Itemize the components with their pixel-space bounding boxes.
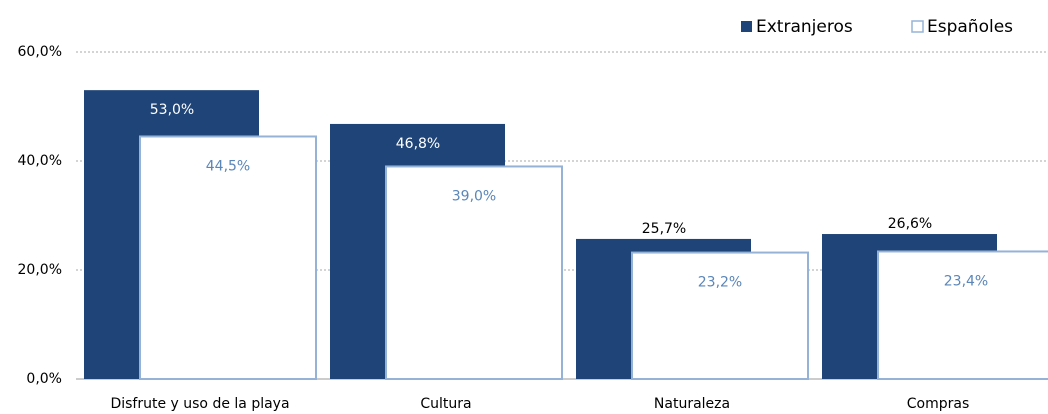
data-label: 39,0% — [452, 188, 496, 204]
x-tick-label: Naturaleza — [654, 396, 730, 412]
data-label: 23,2% — [698, 275, 742, 291]
bar — [631, 251, 809, 380]
y-tick-label: 0,0% — [26, 371, 62, 387]
legend-swatch — [741, 21, 752, 32]
data-label: 25,7% — [642, 221, 686, 237]
x-tick-label: Cultura — [420, 396, 471, 412]
data-label: 44,5% — [206, 158, 250, 174]
bar — [385, 165, 563, 380]
y-tick-label: 40,0% — [18, 153, 62, 169]
legend-label: Extranjeros — [756, 17, 853, 37]
bar — [877, 250, 1048, 380]
legend-label: Españoles — [927, 17, 1013, 37]
legend-swatch — [911, 20, 924, 33]
x-tick-label: Disfrute y uso de la playa — [110, 396, 289, 412]
data-label: 23,4% — [944, 273, 988, 289]
data-label: 26,6% — [888, 216, 932, 232]
y-tick-label: 20,0% — [18, 262, 62, 278]
data-label: 46,8% — [396, 136, 440, 152]
data-label: 53,0% — [150, 102, 194, 118]
bar — [139, 135, 317, 380]
x-tick-label: Compras — [907, 396, 970, 412]
y-tick-label: 60,0% — [18, 44, 62, 60]
